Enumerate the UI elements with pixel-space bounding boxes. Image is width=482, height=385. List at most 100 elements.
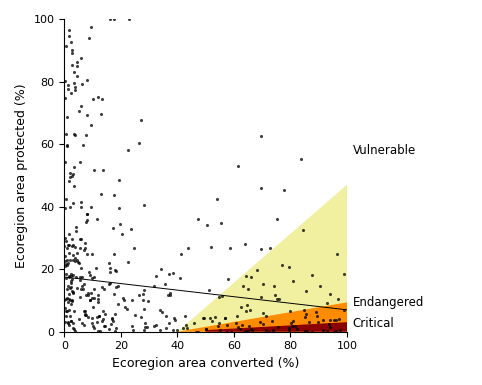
Point: [128, 323, 135, 330]
Point: [162, 325, 170, 331]
Point: [67, 301, 74, 307]
Point: [112, 267, 120, 273]
Point: [334, 296, 341, 302]
Text: Vulnerable: Vulnerable: [353, 144, 416, 157]
Point: [61, 263, 69, 270]
Point: [65, 231, 72, 238]
Point: [222, 315, 229, 321]
Text: Critical: Critical: [353, 317, 394, 330]
Point: [94, 328, 102, 335]
Point: [68, 50, 76, 56]
Point: [83, 251, 91, 257]
Point: [332, 328, 340, 334]
Point: [71, 84, 79, 90]
Point: [61, 235, 68, 241]
Point: [66, 170, 74, 176]
Point: [273, 216, 281, 222]
Point: [69, 272, 77, 278]
Point: [265, 328, 272, 335]
Point: [235, 324, 242, 330]
Point: [78, 320, 86, 326]
Point: [314, 318, 322, 325]
Point: [70, 326, 78, 333]
Point: [194, 328, 202, 335]
Point: [270, 283, 278, 289]
Point: [131, 244, 138, 251]
Point: [185, 245, 192, 251]
Point: [176, 275, 184, 281]
Point: [257, 294, 265, 300]
Point: [161, 281, 169, 287]
Point: [285, 264, 293, 270]
Point: [116, 221, 123, 227]
Point: [84, 292, 92, 298]
Point: [69, 290, 77, 296]
Point: [254, 266, 261, 273]
Point: [121, 303, 129, 310]
Point: [110, 16, 118, 22]
Point: [288, 320, 295, 326]
Point: [68, 297, 76, 303]
Point: [67, 273, 75, 279]
Point: [67, 204, 74, 211]
Point: [76, 159, 84, 165]
Point: [64, 299, 72, 305]
Point: [67, 318, 75, 324]
Point: [301, 313, 309, 320]
Point: [200, 315, 207, 321]
Point: [87, 204, 94, 210]
Point: [65, 291, 73, 298]
Point: [69, 241, 77, 248]
Point: [78, 81, 86, 87]
Point: [86, 296, 94, 303]
Point: [239, 283, 247, 289]
Point: [144, 298, 151, 304]
Point: [169, 326, 177, 333]
Point: [69, 171, 77, 177]
Point: [78, 283, 86, 289]
Point: [65, 260, 72, 266]
Point: [64, 85, 71, 92]
Point: [82, 311, 90, 318]
Point: [192, 329, 200, 335]
Point: [297, 156, 305, 162]
Point: [316, 283, 324, 290]
Point: [211, 314, 218, 320]
Point: [75, 316, 82, 323]
Point: [137, 117, 145, 123]
Point: [128, 226, 135, 232]
Point: [319, 327, 326, 333]
Point: [313, 313, 321, 319]
Point: [80, 308, 88, 314]
Point: [140, 306, 148, 313]
Point: [336, 326, 344, 333]
Point: [74, 285, 81, 291]
Point: [81, 311, 89, 317]
Point: [164, 292, 172, 298]
Point: [73, 250, 81, 256]
Point: [88, 315, 96, 321]
Point: [61, 95, 69, 101]
Point: [319, 316, 327, 323]
Point: [63, 295, 71, 301]
Point: [88, 320, 96, 326]
Point: [71, 244, 79, 250]
Point: [71, 87, 79, 94]
Point: [170, 315, 178, 321]
Point: [62, 261, 69, 267]
Point: [61, 297, 68, 303]
Point: [333, 251, 341, 258]
Point: [68, 288, 76, 294]
Point: [233, 313, 241, 320]
Point: [257, 246, 265, 253]
Point: [101, 311, 109, 317]
Point: [326, 291, 334, 298]
Point: [65, 319, 72, 325]
Point: [109, 318, 117, 325]
Point: [71, 328, 79, 334]
Point: [134, 292, 142, 298]
Point: [68, 243, 76, 249]
Point: [303, 328, 311, 334]
Point: [74, 259, 82, 265]
Point: [109, 225, 117, 231]
